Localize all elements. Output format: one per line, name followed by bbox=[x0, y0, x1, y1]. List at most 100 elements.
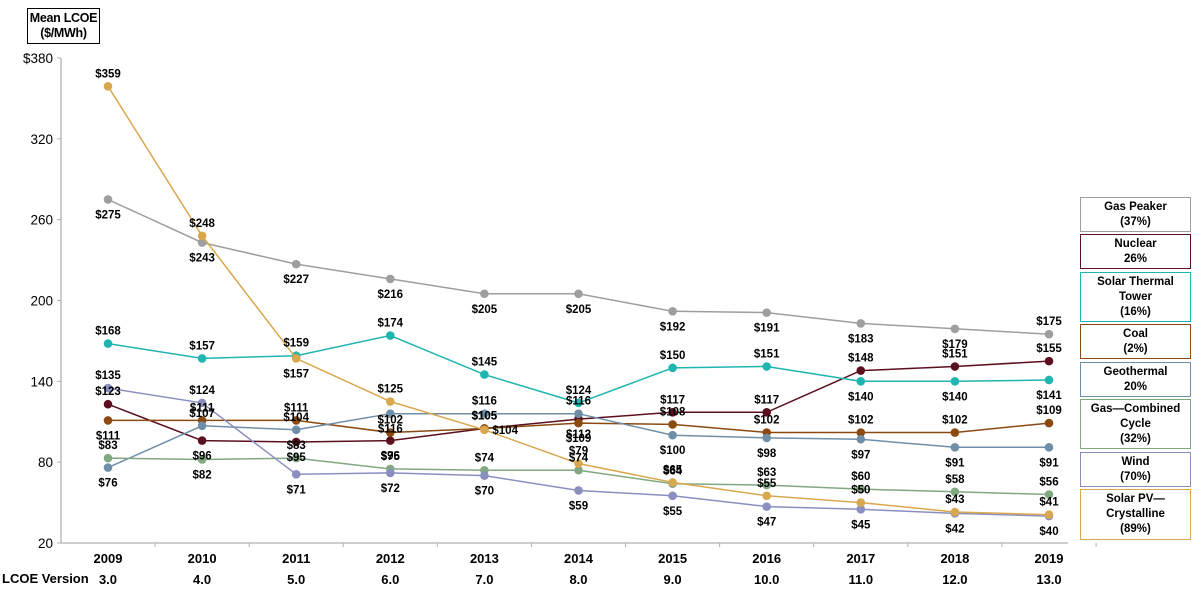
data-label: $243 bbox=[189, 253, 215, 265]
data-point bbox=[574, 398, 583, 408]
data-label: $98 bbox=[757, 448, 777, 460]
data-point bbox=[574, 409, 583, 418]
legend-label: Gas—Combined bbox=[1090, 402, 1181, 415]
data-point bbox=[197, 436, 207, 445]
data-label: $174 bbox=[378, 318, 404, 330]
data-label: $60 bbox=[851, 471, 870, 483]
series-lines bbox=[103, 81, 1054, 521]
legend-label: Geothermal bbox=[1103, 365, 1168, 378]
legend-label: Nuclear bbox=[1114, 237, 1157, 250]
data-label: $117 bbox=[754, 394, 779, 406]
data-label: $102 bbox=[754, 415, 780, 427]
data-point bbox=[950, 377, 960, 386]
data-label: $105 bbox=[472, 410, 498, 422]
data-label: $59 bbox=[569, 500, 588, 512]
y-tick-label: 200 bbox=[30, 294, 53, 309]
data-label: $47 bbox=[757, 517, 776, 529]
data-point bbox=[668, 430, 677, 440]
data-label: $227 bbox=[283, 274, 309, 286]
data-label: $124 bbox=[189, 385, 215, 397]
data-label: $109 bbox=[1036, 405, 1062, 417]
data-point bbox=[762, 491, 771, 501]
data-point bbox=[103, 453, 113, 463]
data-point bbox=[856, 484, 866, 494]
data-label: $40 bbox=[1039, 526, 1058, 538]
data-label: $145 bbox=[472, 357, 498, 369]
data-label: $205 bbox=[566, 304, 592, 316]
data-label: $191 bbox=[754, 323, 780, 335]
data-point bbox=[762, 433, 771, 443]
x-secondary-tick-label: 12.0 bbox=[942, 572, 967, 587]
legend-label: Tower bbox=[1118, 290, 1152, 303]
x-tick-label: 2017 bbox=[846, 551, 875, 566]
legend-item-wind: Wind (70%) bbox=[1080, 452, 1191, 487]
data-label: $97 bbox=[851, 449, 870, 461]
data-point bbox=[386, 397, 395, 406]
y-tick-label: $380 bbox=[23, 51, 53, 66]
data-point bbox=[762, 502, 771, 511]
data-point bbox=[950, 507, 960, 517]
data-label: $157 bbox=[283, 368, 309, 380]
y-axis-title-line-1: Mean LCOE bbox=[29, 11, 98, 25]
data-point bbox=[386, 409, 395, 418]
legend-label: Solar Thermal bbox=[1097, 275, 1174, 288]
legend-label: Gas Peaker bbox=[1104, 200, 1167, 213]
data-point bbox=[1044, 356, 1054, 366]
data-label: $100 bbox=[660, 445, 686, 457]
data-point bbox=[856, 505, 866, 514]
legend-item-solar-pv-crystalline: Solar PV— Crystalline (89%) bbox=[1080, 489, 1191, 540]
data-point bbox=[574, 465, 583, 475]
data-label: $216 bbox=[378, 289, 404, 301]
y-axis-title: Mean LCOE ($/MWh) bbox=[27, 8, 100, 44]
data-label: $79 bbox=[569, 446, 588, 458]
data-point bbox=[574, 459, 583, 468]
legend-label: Wind bbox=[1121, 455, 1150, 468]
data-label: $76 bbox=[98, 478, 117, 490]
data-label: $117 bbox=[660, 394, 685, 406]
data-label: $75 bbox=[381, 451, 401, 463]
data-label: $168 bbox=[95, 326, 121, 338]
y-tick-label: 260 bbox=[30, 213, 53, 228]
data-point bbox=[574, 418, 583, 428]
data-point bbox=[856, 366, 866, 375]
data-label: $42 bbox=[945, 523, 964, 535]
data-point bbox=[950, 324, 960, 334]
data-label: $205 bbox=[472, 304, 498, 316]
y-axis-title-line-2: ($/MWh) bbox=[40, 26, 87, 40]
data-label: $109 bbox=[566, 433, 592, 445]
data-label: $70 bbox=[475, 486, 494, 498]
data-label: $248 bbox=[189, 218, 215, 230]
data-point bbox=[1044, 329, 1054, 339]
data-point bbox=[386, 428, 395, 437]
legend-item-solar-thermal-tower: Solar Thermal Tower (16%) bbox=[1080, 272, 1191, 322]
data-point bbox=[1044, 418, 1054, 428]
data-point bbox=[856, 434, 866, 444]
data-labels: $275 $243 $227 $216 $205 $205 $192 $191 $183 $179… bbox=[95, 68, 1062, 538]
legend-label: 26% bbox=[1123, 252, 1148, 265]
data-point bbox=[480, 425, 489, 435]
data-label: $359 bbox=[95, 68, 121, 80]
data-label: $112 bbox=[566, 429, 591, 441]
data-label: $63 bbox=[757, 467, 776, 479]
data-point bbox=[291, 453, 301, 463]
x-secondary-tick-label: 3.0 bbox=[99, 572, 117, 587]
data-label: $45 bbox=[851, 519, 871, 531]
data-label: $125 bbox=[378, 384, 404, 396]
data-point bbox=[668, 491, 677, 501]
data-point bbox=[291, 354, 301, 363]
series-geothermal bbox=[103, 409, 1054, 472]
data-label: $102 bbox=[378, 415, 404, 427]
data-point bbox=[668, 478, 677, 487]
data-label: $116 bbox=[566, 396, 591, 408]
data-point bbox=[103, 195, 113, 204]
y-tick-label: 320 bbox=[30, 132, 53, 147]
data-label: $192 bbox=[660, 321, 686, 333]
data-label: $95 bbox=[287, 452, 307, 464]
data-point bbox=[291, 437, 301, 447]
data-label: $116 bbox=[472, 396, 497, 408]
x-tick-label: 2018 bbox=[940, 551, 969, 566]
data-point bbox=[291, 425, 301, 435]
data-label: $96 bbox=[193, 451, 212, 463]
data-label: $102 bbox=[942, 415, 968, 427]
